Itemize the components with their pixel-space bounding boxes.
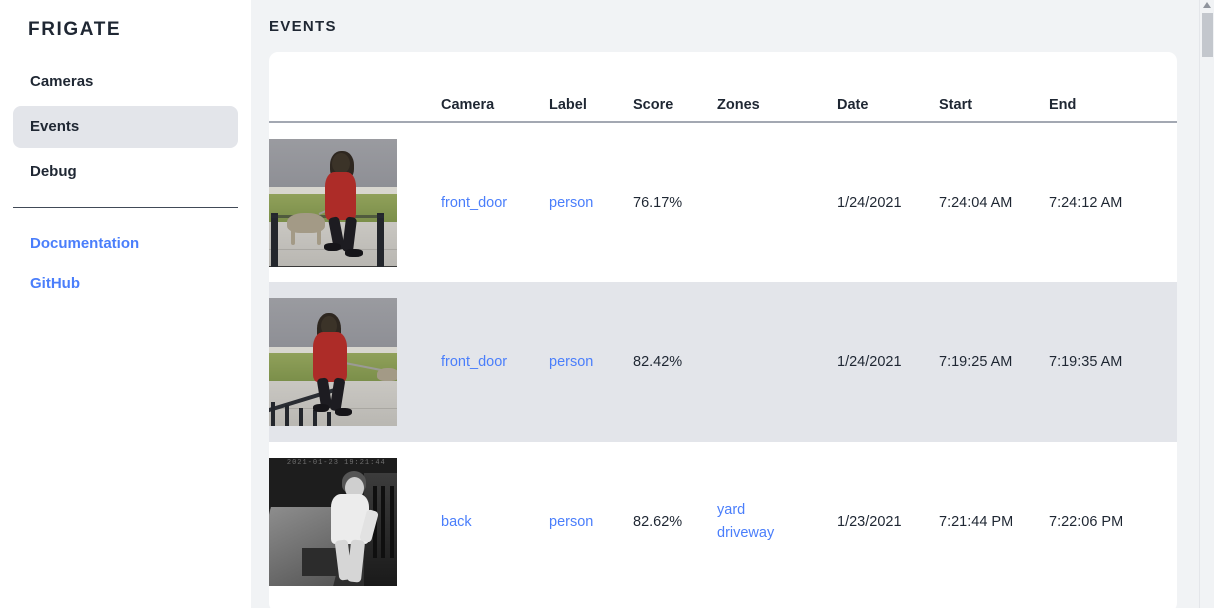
column-header-thumbnail — [269, 52, 441, 122]
event-thumbnail-image[interactable] — [269, 298, 397, 426]
event-zone-link-yard[interactable]: yard — [717, 502, 746, 518]
column-header-start[interactable]: Start — [939, 97, 973, 113]
event-zones-cell: yard driveway — [717, 442, 837, 602]
event-start-cell: 7:21:44 PM — [939, 514, 1014, 530]
event-label-link[interactable]: person — [549, 514, 594, 530]
event-camera-cell: front_door — [441, 122, 549, 282]
event-zones-cell — [717, 122, 837, 282]
column-header-date[interactable]: Date — [837, 97, 869, 113]
event-label-cell: person — [549, 442, 633, 602]
event-label-cell: person — [549, 122, 633, 282]
events-table-body: front_door person 76.17% 1/24/2021 7:24:… — [269, 122, 1177, 602]
event-thumbnail-image[interactable]: 2021-01-23 19:21:44 — [269, 458, 397, 586]
sidebar-external-links: Documentation GitHub — [0, 224, 251, 304]
event-thumbnail-cell: 2021-01-23 19:21:44 — [269, 442, 441, 602]
app-brand-title: FRIGATE — [28, 19, 122, 40]
sidebar-link-documentation[interactable]: Documentation — [30, 235, 140, 252]
column-header-score[interactable]: Score — [633, 97, 674, 113]
main-content: EVENTS Camera Label Score Zones Date Sta… — [251, 0, 1214, 608]
page-title: EVENTS — [269, 18, 337, 35]
event-label-cell: person — [549, 282, 633, 442]
event-label-link[interactable]: person — [549, 194, 594, 211]
event-thumbnail-cell — [269, 282, 441, 442]
event-camera-cell: front_door — [441, 282, 549, 442]
event-camera-link[interactable]: back — [441, 514, 472, 530]
table-row[interactable]: 2021-01-23 19:21:44 — [269, 442, 1177, 602]
table-header-row: Camera Label Score Zones Date Start End — [269, 52, 1177, 122]
event-camera-cell: back — [441, 442, 549, 602]
event-label-link[interactable]: person — [549, 354, 594, 370]
event-score-cell: 76.17% — [633, 194, 683, 211]
sidebar-link-github[interactable]: GitHub — [30, 275, 80, 292]
event-start-cell: 7:24:04 AM — [939, 194, 1013, 211]
table-row[interactable]: front_door person 76.17% 1/24/2021 7:24:… — [269, 122, 1177, 282]
event-score-cell: 82.62% — [633, 514, 683, 530]
event-thumbnail-image[interactable] — [269, 138, 397, 267]
event-thumbnail-cell — [269, 122, 441, 282]
event-camera-link[interactable]: front_door — [441, 354, 508, 370]
table-row[interactable]: front_door person 82.42% 1/24/2021 7:19:… — [269, 282, 1177, 442]
sidebar: FRIGATE Cameras Events Debug Documentati… — [0, 0, 251, 608]
event-end-cell: 7:19:35 AM — [1049, 354, 1123, 370]
column-header-label[interactable]: Label — [549, 97, 587, 113]
event-score-cell: 82.42% — [633, 354, 683, 370]
scrollbar-thumb[interactable] — [1202, 13, 1213, 57]
column-header-end[interactable]: End — [1049, 97, 1077, 113]
event-zones-cell — [717, 282, 837, 442]
event-camera-link[interactable]: front_door — [441, 194, 508, 211]
sidebar-item-debug[interactable]: Debug — [30, 163, 77, 180]
column-header-zones[interactable]: Zones — [717, 97, 760, 113]
event-zone-link-driveway[interactable]: driveway — [717, 525, 775, 541]
event-date-cell: 1/24/2021 — [837, 354, 902, 370]
sidebar-nav: Cameras Events Debug — [0, 61, 251, 193]
caret-up-icon[interactable] — [1203, 2, 1211, 8]
column-header-camera[interactable]: Camera — [441, 97, 495, 113]
events-table: Camera Label Score Zones Date Start End — [269, 52, 1177, 602]
sidebar-divider — [13, 207, 238, 208]
event-date-cell: 1/24/2021 — [837, 194, 902, 211]
sidebar-item-events[interactable]: Events — [13, 106, 238, 148]
events-card: Camera Label Score Zones Date Start End — [269, 52, 1177, 608]
sidebar-item-cameras[interactable]: Cameras — [30, 73, 94, 90]
event-start-cell: 7:19:25 AM — [939, 354, 1013, 370]
thumbnail-timestamp-overlay: 2021-01-23 19:21:44 — [286, 459, 386, 467]
event-date-cell: 1/23/2021 — [837, 514, 902, 530]
page-scrollbar[interactable] — [1199, 0, 1214, 608]
event-end-cell: 7:22:06 PM — [1049, 514, 1124, 530]
event-end-cell: 7:24:12 AM — [1049, 194, 1123, 211]
events-table-head: Camera Label Score Zones Date Start End — [269, 52, 1177, 122]
